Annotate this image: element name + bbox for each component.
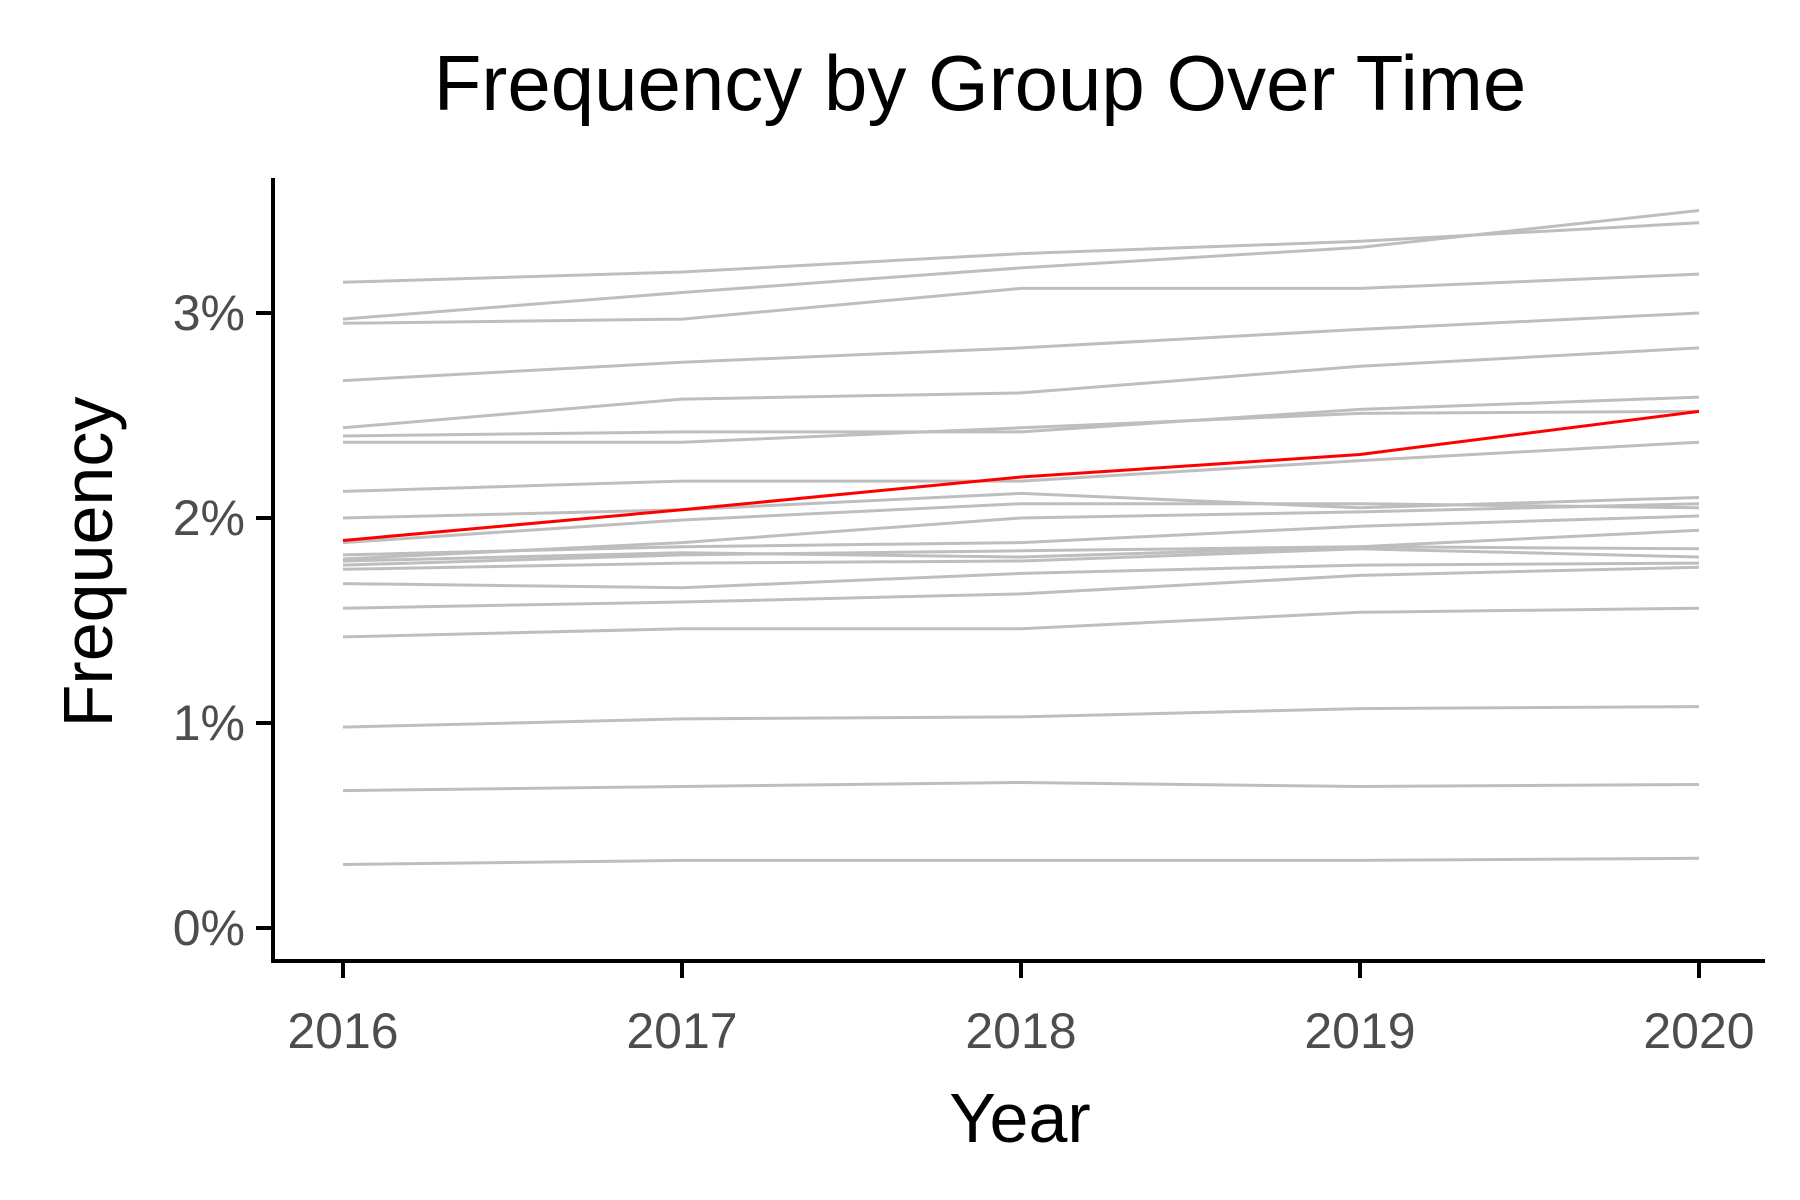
series-line-14 xyxy=(342,545,1700,567)
series-line-3 xyxy=(342,272,1700,325)
series-line-21 xyxy=(342,856,1700,866)
series-line-10 xyxy=(342,502,1700,545)
x-tick-label: 2017 xyxy=(626,1003,737,1059)
y-axis-title: Frequency xyxy=(49,397,127,728)
y-tick-label: 1% xyxy=(173,695,245,751)
highlighted-series-line xyxy=(342,409,1700,542)
x-tick-label: 2020 xyxy=(1643,1003,1754,1059)
series-line-18 xyxy=(342,606,1700,639)
series-line-8 xyxy=(342,440,1700,493)
series-line-5 xyxy=(342,346,1700,430)
axes-group: 0% 1% 2% 3% 2016 2017 2018 2019 2020 xyxy=(173,178,1765,1059)
x-tick-label: 2016 xyxy=(287,1003,398,1059)
series-line-16 xyxy=(342,561,1700,590)
y-tick-label: 2% xyxy=(173,490,245,546)
series-line-20 xyxy=(342,781,1700,793)
x-tick-label: 2018 xyxy=(965,1003,1076,1059)
series-line-12 xyxy=(342,514,1700,557)
series-group xyxy=(342,209,1700,866)
series-line-19 xyxy=(342,705,1700,729)
series-line-6 xyxy=(342,395,1700,438)
series-line-17 xyxy=(342,565,1700,610)
chart-title: Frequency by Group Over Time xyxy=(434,39,1526,127)
x-axis-title: Year xyxy=(949,1079,1090,1157)
x-tick-label: 2019 xyxy=(1304,1003,1415,1059)
series-line-13 xyxy=(342,528,1700,563)
series-line-4 xyxy=(342,311,1700,383)
series-line-7 xyxy=(343,409,1700,444)
series-line-15 xyxy=(342,547,1700,571)
y-tick-label: 0% xyxy=(173,900,245,956)
series-line-2 xyxy=(342,209,1700,321)
y-tick-label: 3% xyxy=(173,285,245,341)
